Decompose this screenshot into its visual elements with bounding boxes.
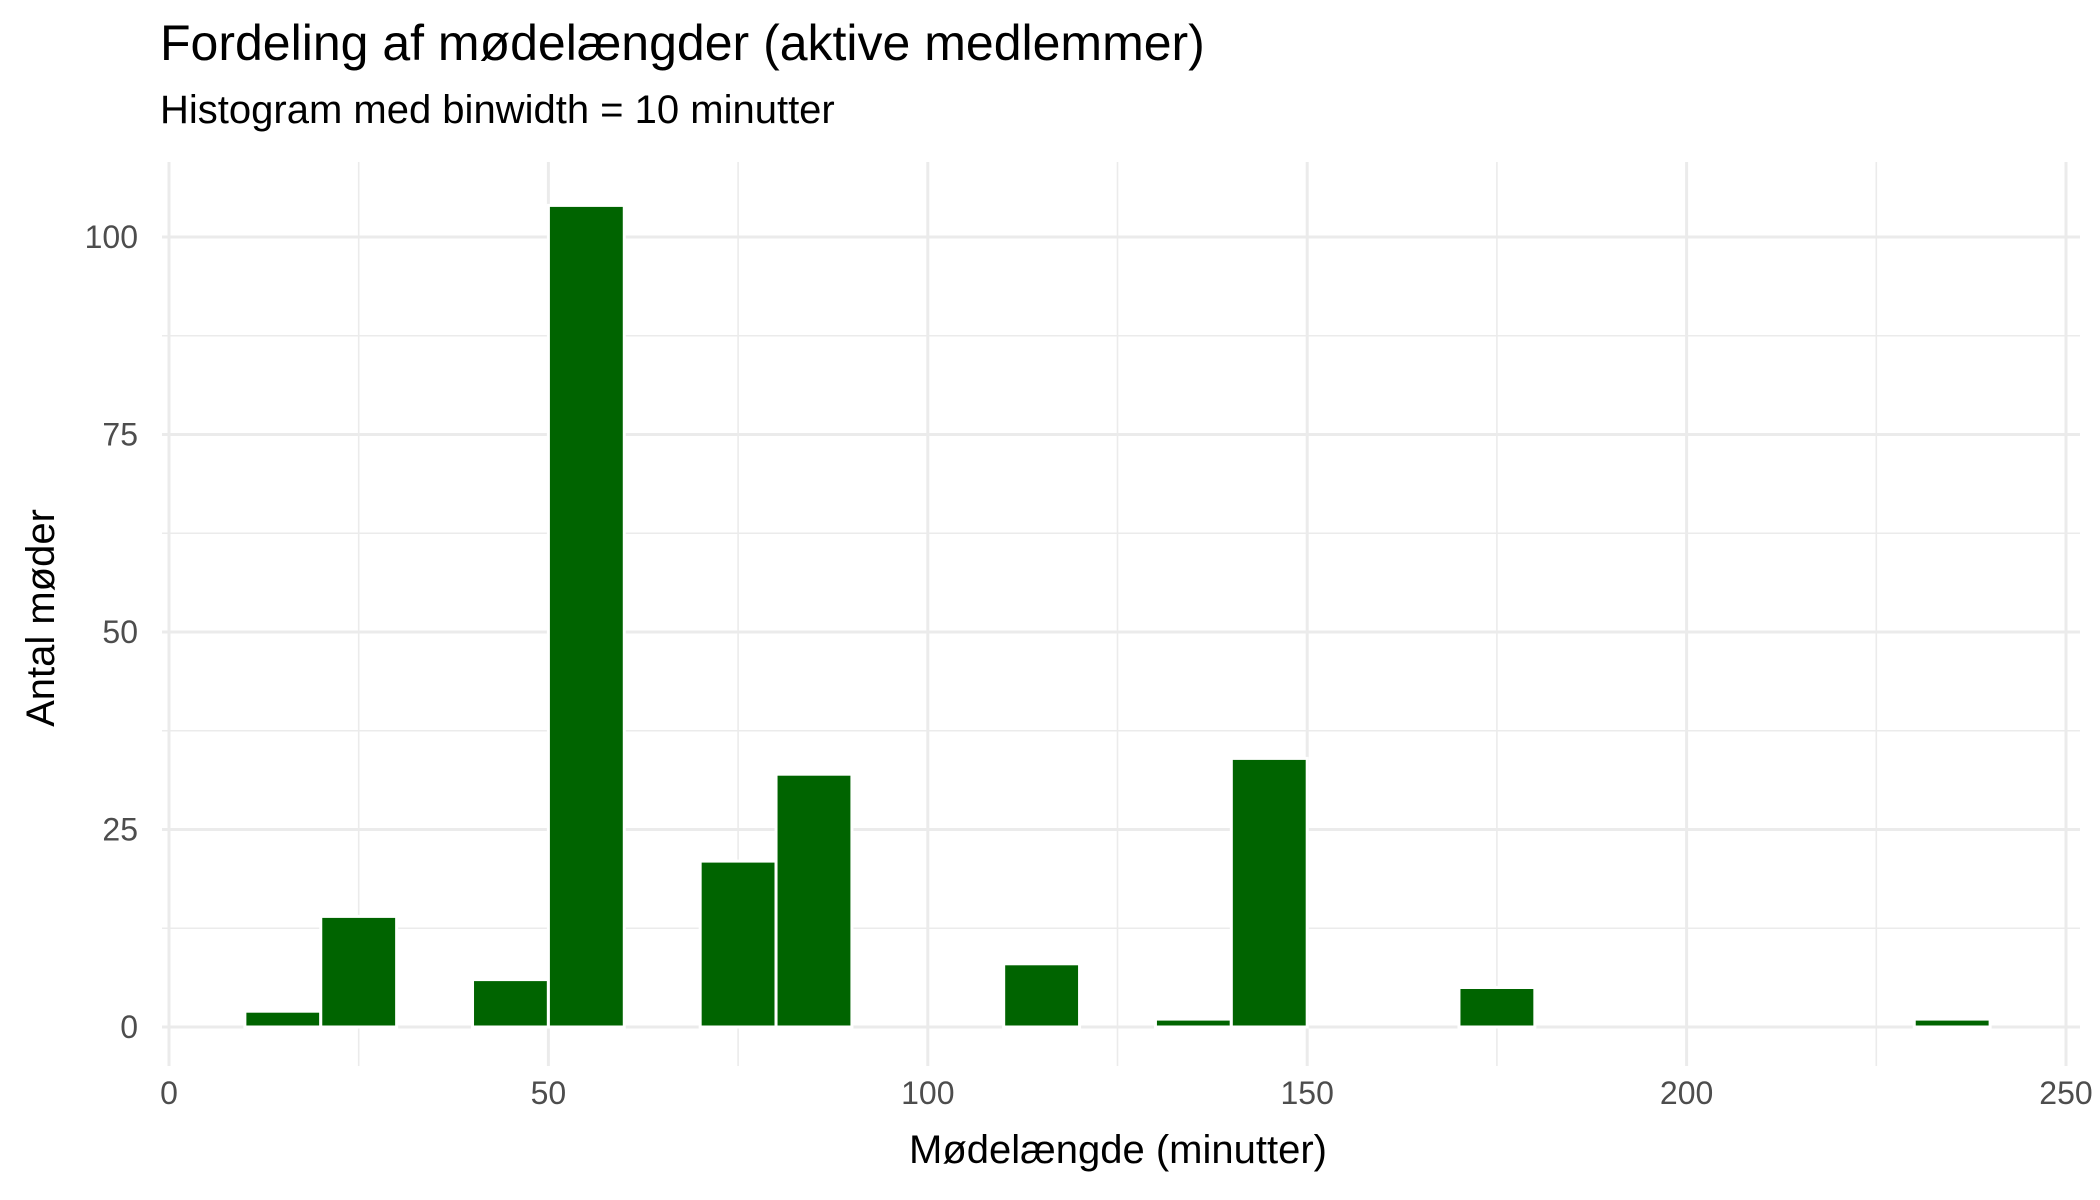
histogram-bar [1914,1019,1990,1027]
histogram-bar [548,205,624,1027]
y-tick-label: 75 [102,417,138,453]
histogram-bar [1459,988,1535,1028]
x-tick-label: 250 [2039,1075,2092,1111]
x-tick-label: 150 [1281,1075,1334,1111]
y-axis-ticks: 0 25 50 75 100 [85,219,138,1045]
histogram-bar [245,1011,321,1027]
y-tick-label: 25 [102,812,138,848]
histogram-bar [321,916,397,1027]
y-tick-label: 0 [120,1009,138,1045]
histogram-bar [700,861,776,1027]
x-axis-title: Mødelængde (minutter) [909,1128,1327,1172]
y-tick-label: 100 [85,219,138,255]
x-axis-ticks: 0 50 100 150 200 250 [160,1075,2093,1111]
histogram-bar [1231,758,1307,1027]
x-tick-label: 0 [160,1075,178,1111]
x-tick-label: 200 [1660,1075,1713,1111]
histogram-bar [473,980,549,1027]
y-axis-title: Antal møder [19,509,63,727]
x-tick-label: 100 [901,1075,954,1111]
histogram-bar [776,774,852,1027]
histogram-bar [1155,1019,1231,1027]
y-tick-label: 50 [102,614,138,650]
histogram-bar [1004,964,1080,1027]
x-tick-label: 50 [531,1075,567,1111]
grid-major [162,162,2080,1066]
grid-minor [162,162,2080,1066]
